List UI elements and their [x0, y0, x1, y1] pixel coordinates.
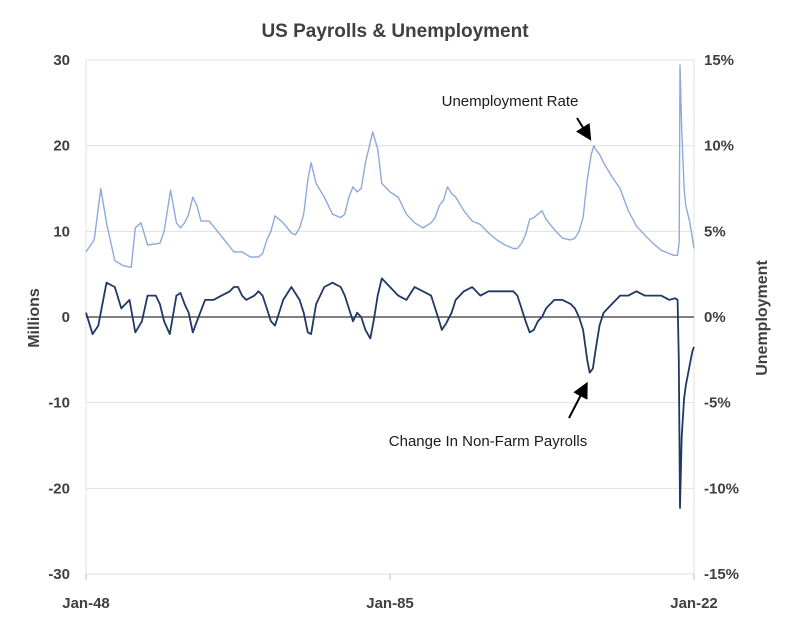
right-tick-label: -5% [704, 395, 731, 412]
x-tick-label: Jan-22 [670, 595, 718, 612]
annotations: Unemployment Rate Change In Non-Farm Payr… [389, 93, 592, 450]
series-layer [85, 64, 695, 509]
right-axis-title: Unemployment [754, 260, 771, 376]
annotation-arrow-unemployment [575, 117, 592, 141]
right-axis: 15% 10% 5% 0% -5% -10% -15% [704, 52, 739, 583]
payrolls-change-line [85, 277, 695, 509]
right-tick-label: 0% [704, 309, 726, 326]
annotation-payrolls-change: Change In Non-Farm Payrolls [389, 433, 587, 450]
left-axis-title: Millions [26, 288, 43, 348]
left-tick-label: -30 [48, 566, 70, 583]
right-tick-label: 5% [704, 223, 726, 240]
left-tick-label: 10 [53, 223, 70, 240]
right-tick-label: -15% [704, 566, 739, 583]
x-tick-label: Jan-85 [366, 595, 414, 612]
left-tick-label: 20 [53, 138, 70, 155]
chart-title: US Payrolls & Unemployment [261, 21, 529, 42]
annotation-unemployment-rate: Unemployment Rate [442, 93, 579, 110]
left-tick-label: -10 [48, 395, 70, 412]
left-tick-label: 30 [53, 52, 70, 69]
left-axis: 30 20 10 0 -10 -20 -30 [48, 52, 70, 583]
right-tick-label: 10% [704, 138, 734, 155]
x-axis: Jan-48 Jan-85 Jan-22 [62, 574, 718, 612]
left-tick-label: 0 [62, 309, 70, 326]
unemployment-rate-line [85, 64, 695, 268]
x-tick-label: Jan-48 [62, 595, 110, 612]
left-tick-label: -20 [48, 480, 70, 497]
right-tick-label: 15% [704, 52, 734, 69]
right-tick-label: -10% [704, 480, 739, 497]
annotation-arrow-payrolls [568, 381, 588, 419]
